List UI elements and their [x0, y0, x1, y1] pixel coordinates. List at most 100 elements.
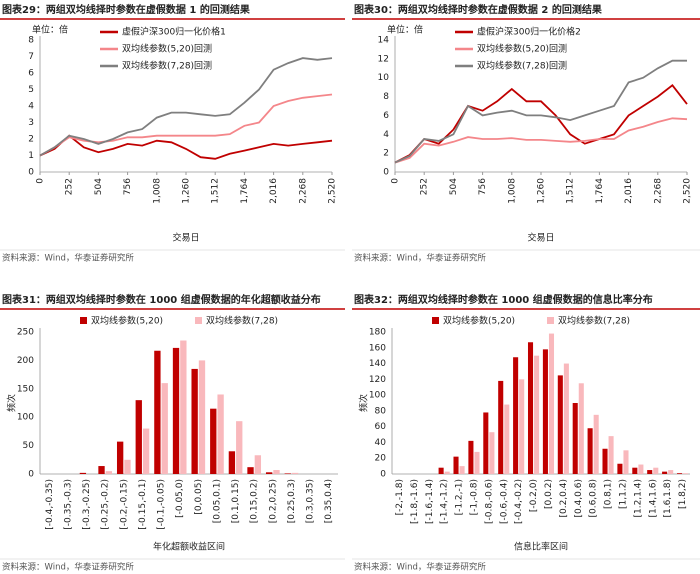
bar [284, 473, 291, 474]
x-tick-label: [-0.4,-0.2) [514, 479, 524, 524]
x-tick-label: 252 [420, 178, 430, 195]
chart-panel: 图表29：两组双均线择时参数在虚假数据 1 的回测结果资料来源：Wind，华泰证… [0, 3, 345, 264]
bar [578, 383, 584, 474]
x-tick-label: [1.8,2) [678, 479, 688, 509]
x-tick-label: 1,008 [507, 178, 517, 204]
bar [602, 448, 608, 474]
bar [504, 404, 510, 474]
series-line [39, 134, 333, 160]
bar [180, 340, 187, 474]
y-tick-label: 0 [383, 168, 389, 178]
bar [135, 400, 142, 474]
x-axis-title: 年化超额收益区间 [153, 541, 225, 553]
x-tick-label: [1.6,1.8) [663, 479, 673, 518]
x-axis-title: 信息比率区间 [514, 541, 568, 553]
bar [498, 380, 504, 474]
y-tick-label: 0 [28, 470, 34, 480]
y-tick-label: 120 [369, 375, 386, 385]
bar [116, 441, 124, 474]
bar [124, 459, 131, 474]
legend-swatch [547, 317, 554, 324]
legend-label: 虚假沪深300归一化价格1 [122, 26, 226, 38]
y-tick-label: 100 [369, 391, 386, 401]
y-tick-label: 50 [23, 441, 35, 451]
y-tick-label: 200 [17, 356, 34, 366]
x-tick-label: 756 [123, 178, 133, 195]
bar [161, 383, 168, 474]
bar [438, 467, 444, 474]
x-tick-label: [-0.2,-0.15) [119, 479, 129, 530]
x-tick-label: 1,764 [240, 178, 250, 204]
source: 资料来源：Wind，华泰证券研究所 [354, 253, 486, 264]
x-tick-label: [0.25,0.3) [287, 479, 297, 523]
source: 资料来源：Wind，华泰证券研究所 [2, 562, 134, 573]
x-tick-label: 504 [94, 178, 104, 195]
series-line [39, 57, 333, 157]
bar [459, 466, 465, 474]
legend-swatch [195, 317, 202, 324]
bar [453, 456, 459, 474]
x-tick-label: [-1,-0.8) [469, 479, 479, 515]
y-tick-label: 180 [369, 328, 386, 338]
bar [444, 471, 450, 474]
bar [563, 363, 569, 474]
series-line [394, 59, 687, 164]
x-tick-label: 1,512 [211, 178, 221, 204]
x-tick-label: [1.2,1.4) [633, 479, 643, 518]
x-tick-label: [1,1.2) [618, 479, 628, 509]
x-axis-title: 交易日 [172, 232, 199, 244]
y-tick-label: 4 [28, 102, 34, 112]
source: 资料来源：Wind，华泰证券研究所 [354, 562, 486, 573]
bar [489, 432, 495, 474]
x-tick-label: [0.35,0.4) [324, 479, 334, 523]
y-unit: 单位：倍 [32, 24, 68, 36]
x-tick-label: [-0.05,0) [175, 479, 185, 518]
x-tick-label: [1.4,1.6) [648, 479, 658, 518]
chart-panel: 图表32：两组双均线择时参数在 1000 组虚假数据的信息比率分布资料来源：Wi… [352, 293, 700, 573]
x-tick-label: [-0.35,-0.3) [63, 479, 73, 530]
bar [198, 360, 206, 474]
y-tick-label: 140 [369, 359, 386, 369]
x-tick-label: 2,268 [653, 178, 663, 204]
legend-label: 双均线参数(5,20)回测 [477, 43, 567, 55]
x-tick-label: [-0.4,-0.35) [45, 479, 55, 530]
y-tick-label: 0 [28, 168, 34, 178]
y-tick-label: 2 [28, 135, 34, 145]
x-tick-label: [-2,-1.8) [395, 479, 405, 515]
x-tick-label: [0.6,0.8) [589, 479, 599, 518]
bar [98, 466, 105, 474]
x-tick-label: 756 [478, 178, 488, 195]
x-tick-label: [-1.6,-1.4) [425, 479, 435, 524]
x-tick-label: 1,260 [182, 178, 192, 204]
x-tick-label: [-1.4,-1.2) [440, 479, 450, 524]
legend-label: 双均线参数(7,28) [206, 315, 278, 327]
bar [172, 347, 180, 474]
bar [142, 428, 150, 474]
y-tick-label: 160 [369, 343, 386, 353]
panel-title: 图表31：两组双均线择时参数在 1000 组虚假数据的年化超额收益分布 [2, 293, 321, 306]
bar [683, 473, 689, 474]
bar [228, 451, 236, 474]
bar [468, 440, 474, 474]
x-tick-label: [0.15,0.2) [250, 479, 260, 523]
x-tick-label: [-0.15,-0.1) [138, 479, 148, 530]
x-tick-label: [-0.3,-0.25) [82, 479, 92, 530]
x-tick-label: 2,520 [683, 178, 693, 204]
bar [647, 470, 653, 474]
y-tick-label: 12 [378, 54, 389, 64]
bar [236, 421, 243, 474]
bar [557, 375, 563, 474]
bar [247, 467, 254, 474]
x-tick-label: [-0.8,-0.6) [484, 479, 494, 524]
y-unit: 单位：倍 [387, 24, 423, 36]
x-tick-label: [0.05,0.1) [212, 479, 222, 523]
y-tick-label: 40 [375, 438, 387, 448]
x-tick-label: [0,0.2) [544, 479, 554, 509]
y-tick-label: 150 [17, 384, 34, 394]
bar [632, 467, 638, 474]
y-tick-label: 5 [28, 85, 34, 95]
bar [291, 472, 299, 474]
panel-title: 图表30：两组双均线择时参数在虚假数据 2 的回测结果 [354, 3, 603, 16]
legend-label: 双均线参数(5,20)回测 [122, 43, 212, 55]
panel-title: 图表32：两组双均线择时参数在 1000 组虚假数据的信息比率分布 [354, 293, 653, 306]
